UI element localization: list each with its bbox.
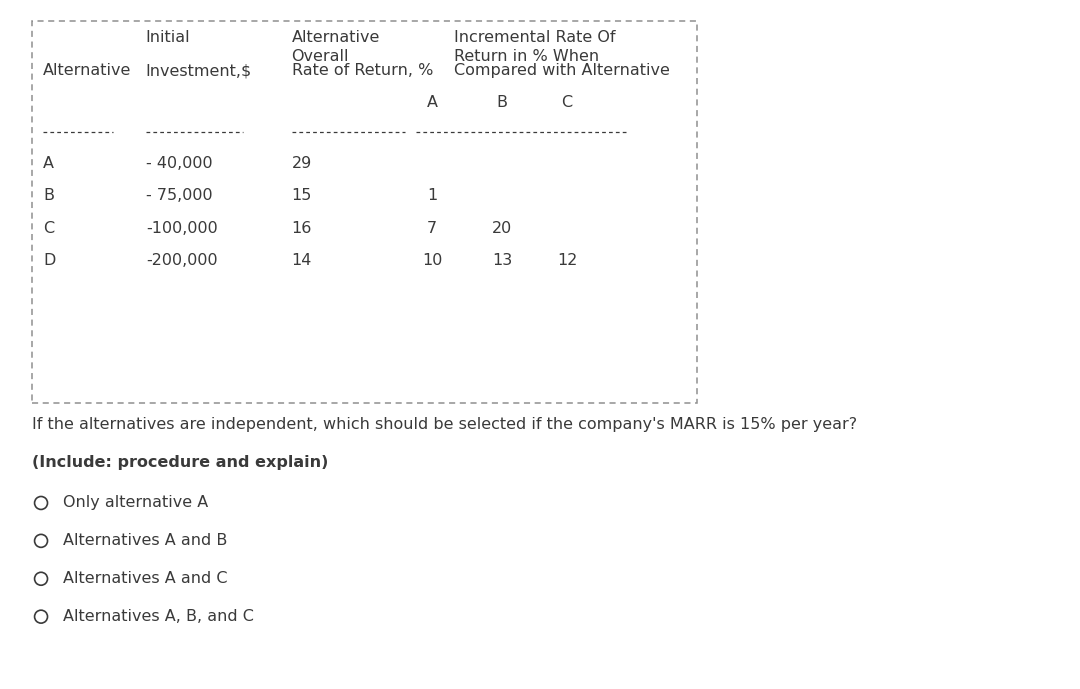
Text: 16: 16	[292, 221, 312, 236]
Text: - 75,000: - 75,000	[146, 188, 213, 203]
Text: A: A	[43, 156, 54, 172]
Text: Alternatives A and B: Alternatives A and B	[63, 533, 227, 548]
Text: A: A	[427, 95, 437, 110]
Text: 15: 15	[292, 188, 312, 203]
Text: Alternative
Overall: Alternative Overall	[292, 30, 380, 64]
Text: 12: 12	[557, 253, 577, 268]
Text: 1: 1	[427, 188, 437, 203]
Text: If the alternatives are independent, which should be selected if the company's M: If the alternatives are independent, whi…	[32, 417, 858, 432]
Text: Compared with Alternative: Compared with Alternative	[454, 63, 670, 79]
Text: Alternative: Alternative	[43, 63, 132, 79]
Text: 20: 20	[492, 221, 512, 236]
Text: 7: 7	[427, 221, 437, 236]
Text: C: C	[43, 221, 54, 236]
Text: Alternatives A and C: Alternatives A and C	[63, 571, 227, 586]
Text: C: C	[562, 95, 572, 110]
Text: Incremental Rate Of
Return in % When: Incremental Rate Of Return in % When	[454, 30, 616, 64]
Text: Only alternative A: Only alternative A	[63, 495, 207, 511]
Text: Investment,$: Investment,$	[146, 63, 252, 79]
Text: 13: 13	[492, 253, 512, 268]
Text: Initial: Initial	[146, 30, 190, 45]
Text: 14: 14	[292, 253, 312, 268]
Text: - 40,000: - 40,000	[146, 156, 213, 172]
Text: Alternatives A, B, and C: Alternatives A, B, and C	[63, 609, 254, 624]
Text: -100,000: -100,000	[146, 221, 217, 236]
Text: -200,000: -200,000	[146, 253, 217, 268]
Text: 29: 29	[292, 156, 312, 172]
Text: B: B	[43, 188, 54, 203]
Text: Rate of Return, %: Rate of Return, %	[292, 63, 433, 79]
Text: D: D	[43, 253, 55, 268]
Text: 10: 10	[422, 253, 442, 268]
Text: B: B	[497, 95, 508, 110]
Text: (Include: procedure and explain): (Include: procedure and explain)	[32, 455, 328, 470]
